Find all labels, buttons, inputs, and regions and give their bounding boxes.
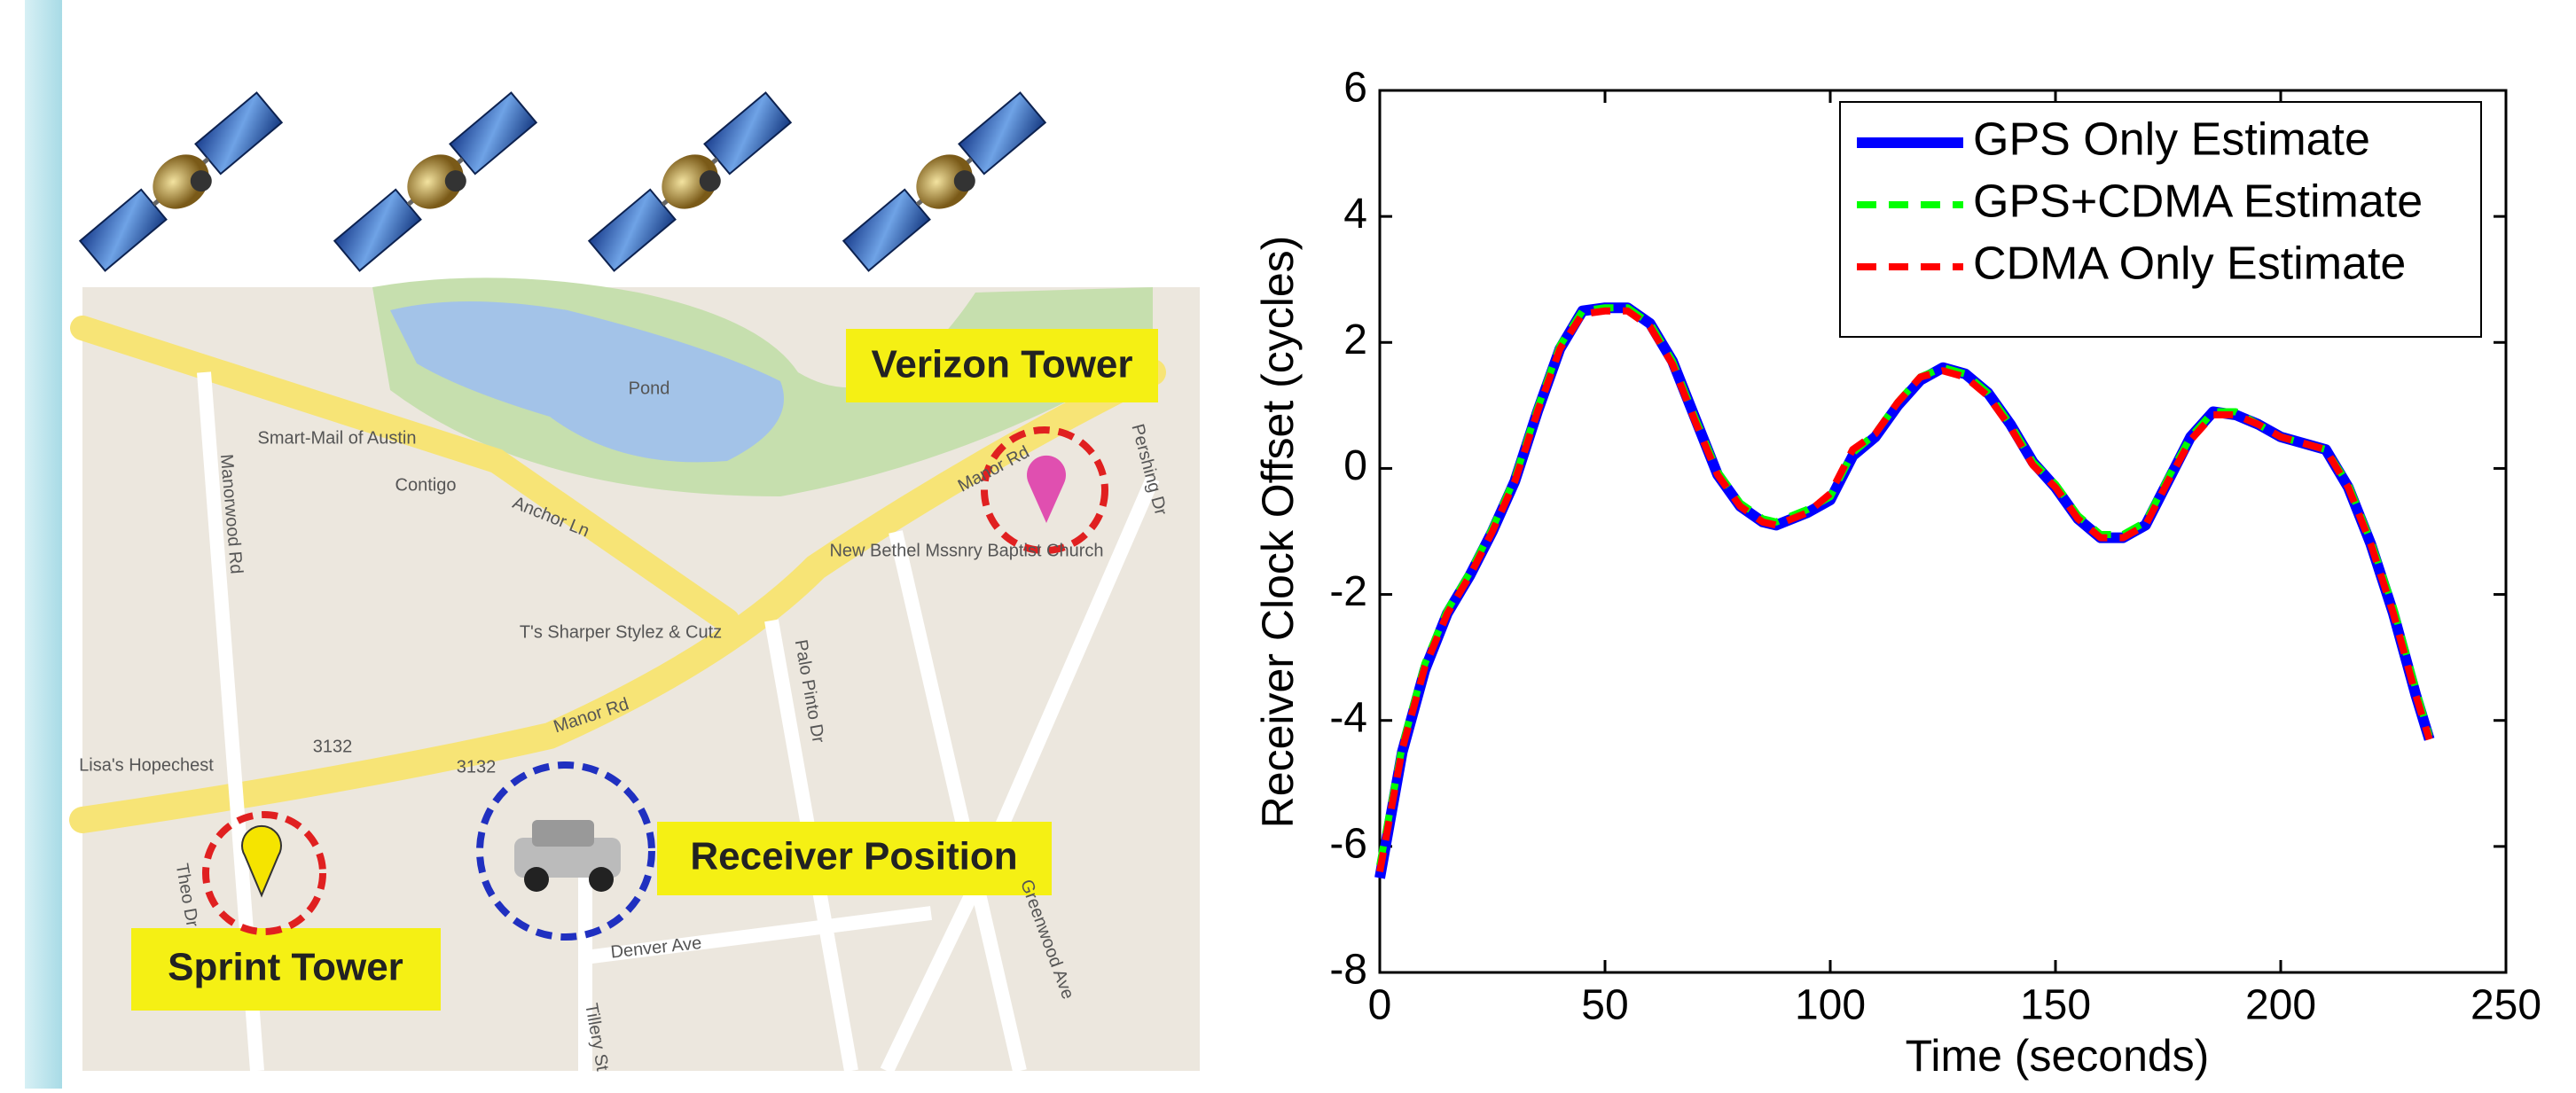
map-label: Receiver Position — [690, 835, 1017, 878]
x-tick-label: 250 — [2470, 982, 2541, 1029]
map-label: New Bethel Mssnry Baptist Church — [829, 541, 1103, 560]
x-axis-label: Time (seconds) — [1906, 1031, 2210, 1081]
x-tick-label: 200 — [2245, 982, 2316, 1029]
x-tick-label: 0 — [1368, 982, 1392, 1029]
map: Verizon Tower Sprint Tower Receiver Posi… — [79, 277, 1200, 1073]
y-tick-label: -2 — [1329, 568, 1367, 615]
map-label: Smart-Mail of Austin — [258, 428, 417, 448]
chart: Time (seconds) Receiver Clock Offset (cy… — [1253, 65, 2541, 1081]
map-label: Pond — [629, 379, 670, 398]
y-tick-label: -4 — [1329, 694, 1367, 741]
map-label: Sprint Tower — [168, 946, 403, 989]
side-strip — [25, 0, 62, 1089]
y-tick-label: 6 — [1343, 65, 1367, 112]
x-tick-label: 50 — [1581, 982, 1628, 1029]
map-label: 3132 — [457, 757, 497, 777]
x-tick-label: 150 — [2020, 982, 2091, 1029]
map-label: T's Sharper Stylez & Cutz — [520, 622, 722, 642]
y-tick-label: 4 — [1343, 191, 1367, 238]
x-tick-label: 100 — [1795, 982, 1866, 1029]
y-tick-label: -8 — [1329, 947, 1367, 994]
legend-label: CDMA Only Estimate — [1973, 238, 2406, 290]
legend-label: GPS+CDMA Estimate — [1973, 176, 2423, 228]
map-label: Verizon Tower — [871, 343, 1132, 386]
y-axis-label: Receiver Clock Offset (cycles) — [1253, 236, 1303, 829]
map-label: 3132 — [313, 737, 353, 756]
y-tick-label: -6 — [1329, 821, 1367, 868]
legend-label: GPS Only Estimate — [1973, 114, 2370, 166]
page: Verizon Tower Sprint Tower Receiver Posi… — [0, 0, 2576, 1089]
y-tick-label: 0 — [1343, 442, 1367, 489]
map-label: Lisa's Hopechest — [79, 755, 214, 775]
y-tick-label: 2 — [1343, 316, 1367, 363]
map-label: Contigo — [395, 475, 457, 495]
satellites — [76, 89, 1048, 275]
